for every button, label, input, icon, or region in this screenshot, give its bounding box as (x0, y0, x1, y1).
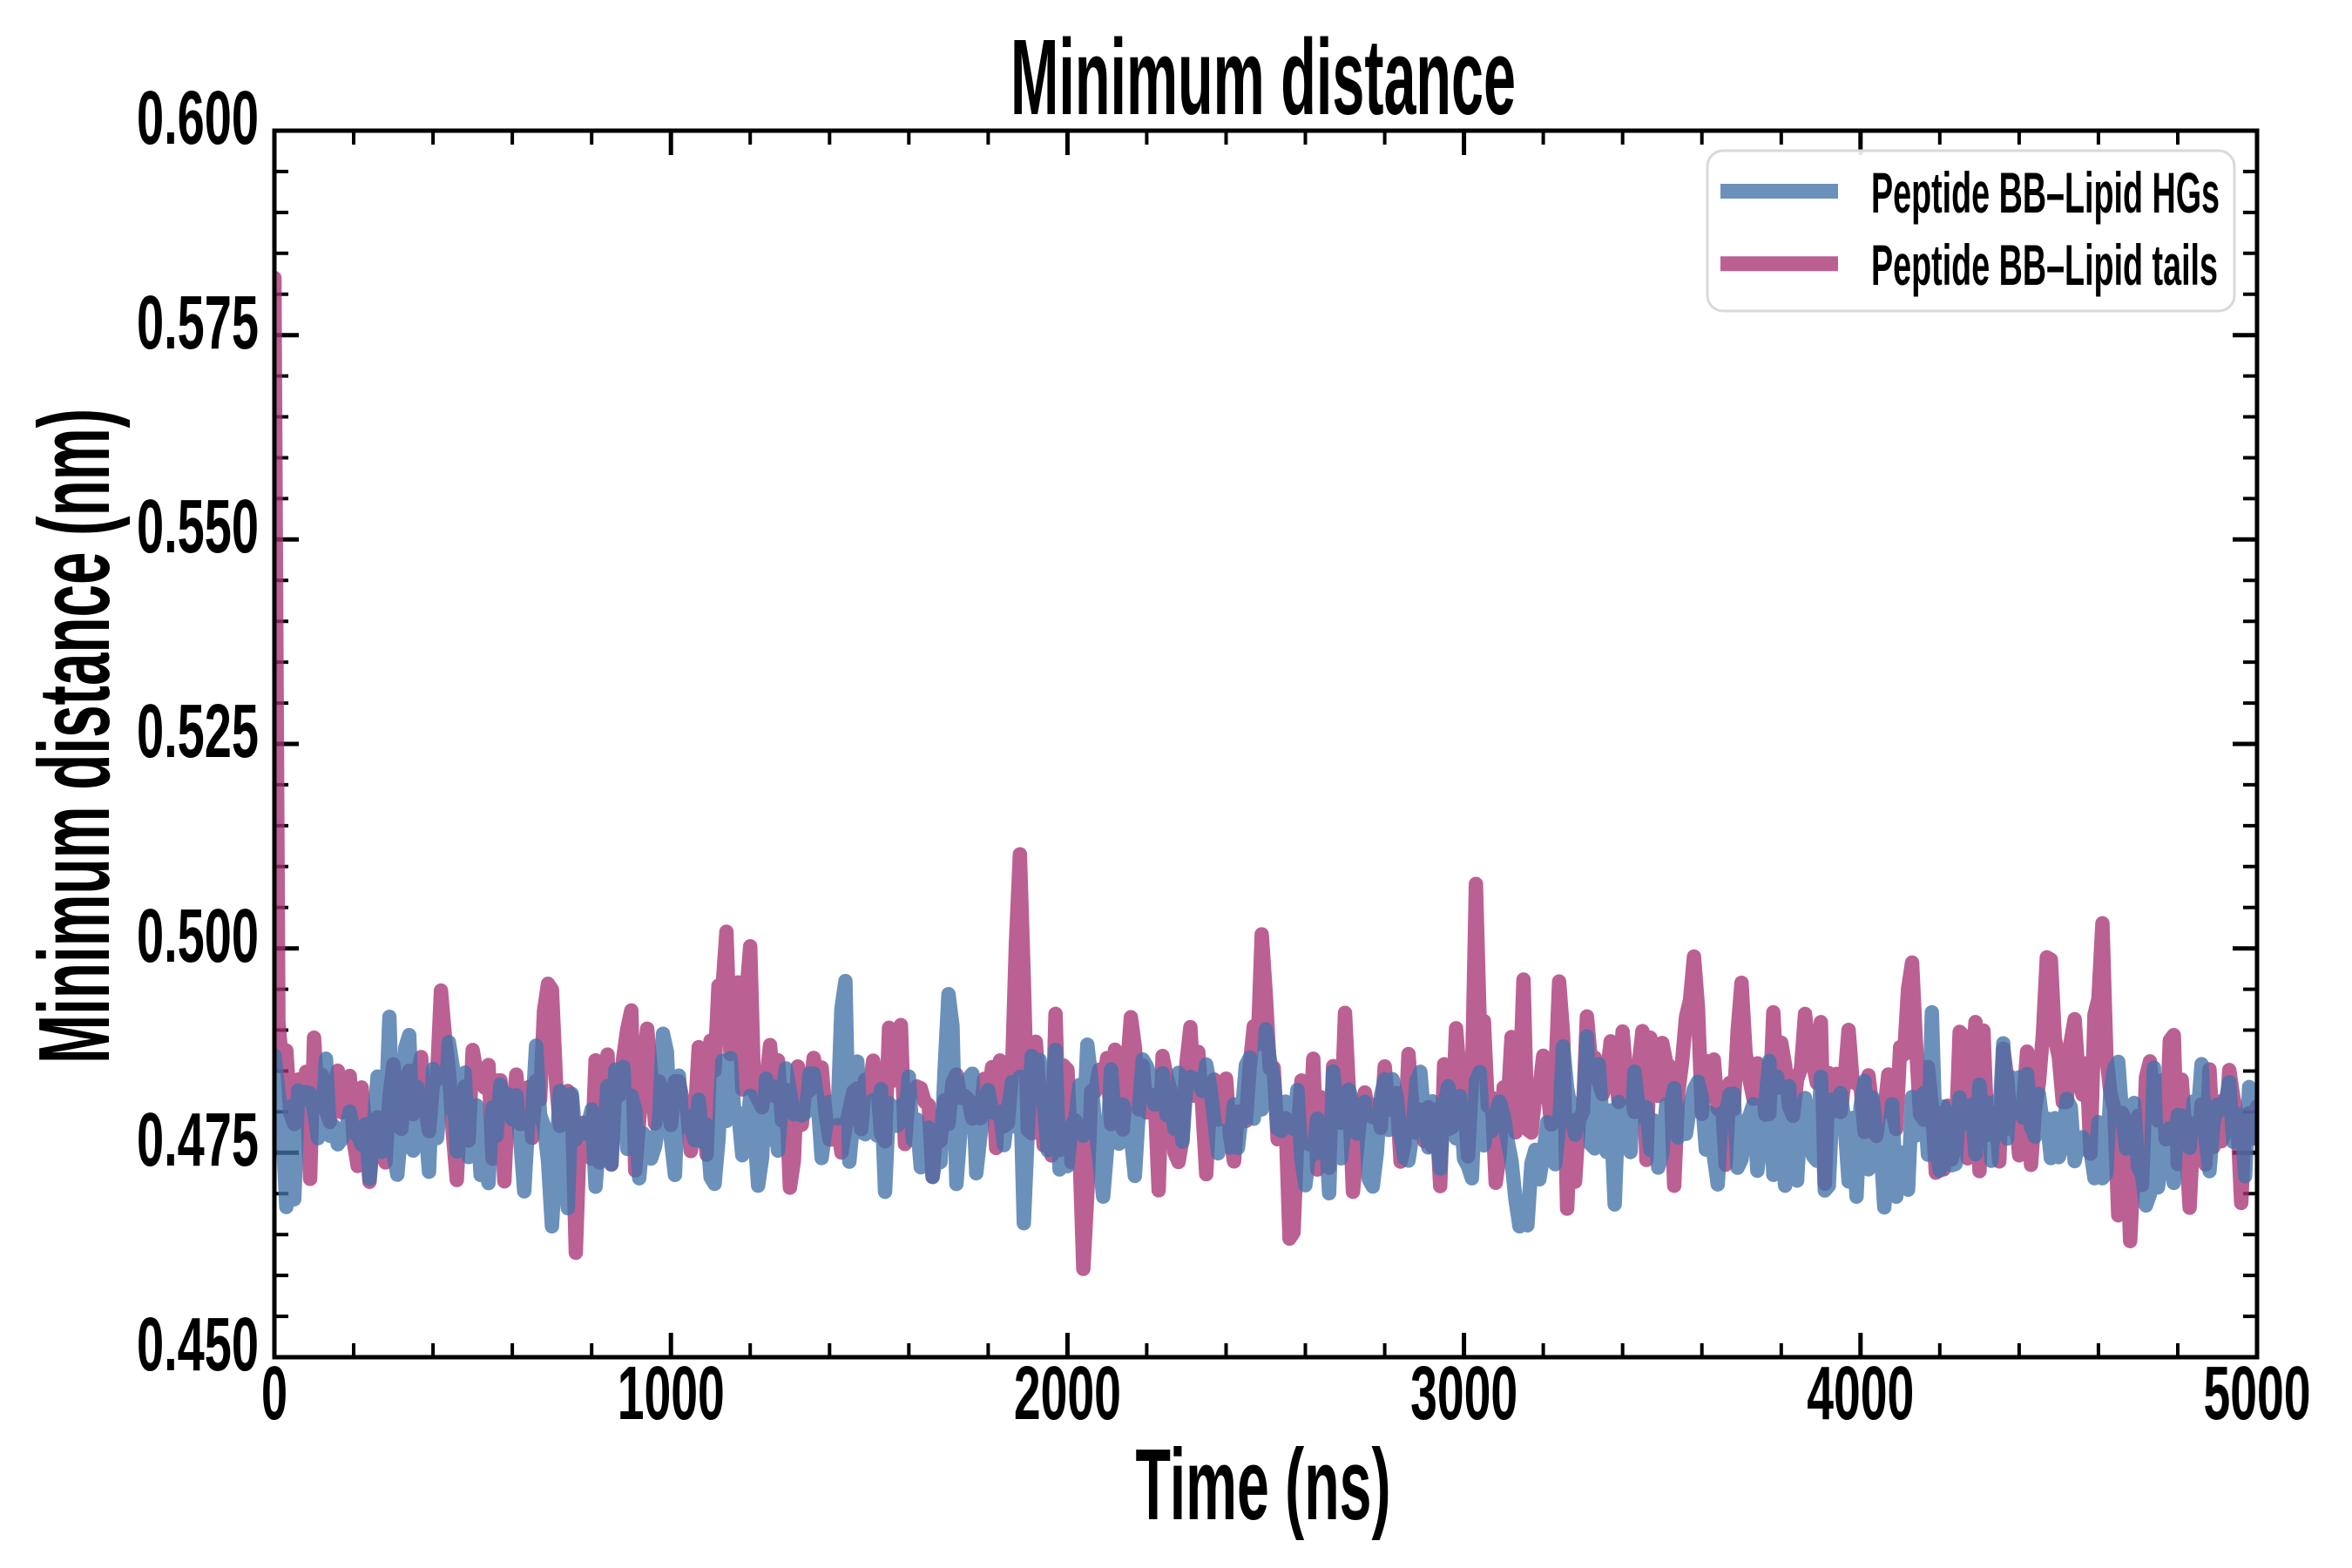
svg-text:0: 0 (261, 1351, 287, 1436)
svg-text:0.575: 0.575 (137, 280, 259, 365)
svg-text:Peptide BB–Lipid HGs: Peptide BB–Lipid HGs (1871, 160, 2220, 225)
svg-text:0.550: 0.550 (137, 484, 259, 569)
svg-text:2000: 2000 (1014, 1351, 1121, 1436)
svg-text:4000: 4000 (1807, 1351, 1914, 1436)
svg-text:3000: 3000 (1410, 1351, 1517, 1436)
svg-text:0.500: 0.500 (137, 894, 259, 978)
svg-text:Minimum distance (nm): Minimum distance (nm) (17, 409, 131, 1064)
svg-text:1000: 1000 (618, 1351, 725, 1436)
svg-text:0.450: 0.450 (137, 1302, 259, 1387)
svg-text:Minimum distance: Minimum distance (1010, 18, 1516, 138)
svg-text:0.475: 0.475 (137, 1098, 259, 1182)
svg-text:Peptide BB–Lipid tails: Peptide BB–Lipid tails (1871, 233, 2218, 297)
svg-text:0.600: 0.600 (137, 76, 259, 160)
svg-text:5000: 5000 (2204, 1351, 2311, 1436)
svg-text:0.525: 0.525 (137, 689, 259, 774)
svg-text:Time (ns): Time (ns) (1136, 1428, 1391, 1541)
